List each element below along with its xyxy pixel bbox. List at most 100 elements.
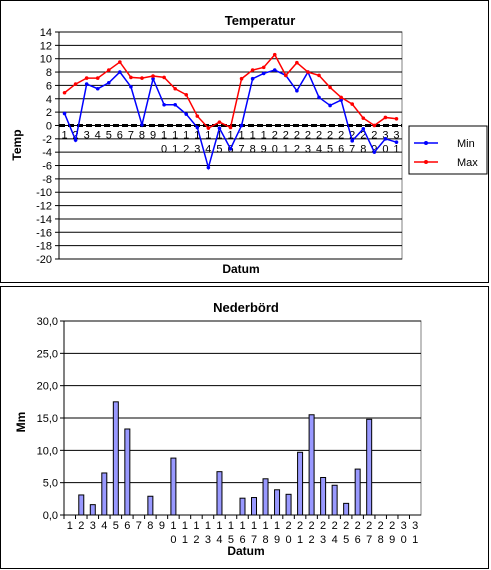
data-point-min	[383, 137, 388, 141]
x-tick-label: 1	[239, 129, 245, 141]
bar	[170, 457, 177, 516]
x-tick-label: 9	[371, 143, 377, 155]
data-point-min	[84, 82, 89, 86]
legend: Min Max	[408, 125, 488, 175]
x-tick-label: 2	[297, 520, 303, 532]
temperature-chart: Temperatur Temp Datum 14121086420-2-4-6-…	[10, 13, 488, 276]
x-tick-label: 1	[61, 129, 67, 141]
y-tick-label: 0	[46, 120, 52, 132]
x-tick-label: 2	[183, 143, 189, 155]
x-tick-label: 2	[286, 520, 292, 532]
x-tick-label: 2	[371, 129, 377, 141]
data-point-min	[95, 86, 100, 91]
x-tick-label: 2	[343, 520, 349, 532]
x-tick-label: 2	[316, 129, 322, 141]
x-tick-label: 2	[366, 520, 372, 532]
data-point-min	[151, 76, 155, 81]
y-axis-label: Temp	[10, 129, 24, 160]
legend-label-max: Max	[457, 157, 478, 169]
data-point-max	[328, 85, 332, 90]
x-tick-label: 4	[332, 534, 338, 546]
data-point-max	[62, 90, 67, 95]
data-point-min	[328, 103, 332, 108]
x-tick-label: 1	[283, 143, 289, 155]
x-tick-label: 3	[84, 129, 90, 141]
data-point-min	[195, 125, 200, 130]
data-point-min	[228, 147, 233, 151]
x-tick-label: 0	[401, 534, 407, 546]
x-tick-label: 1	[172, 143, 178, 155]
x-tick-label: 1	[194, 129, 200, 141]
x-tick-label: 1	[205, 520, 211, 532]
y-tick-label: 2	[46, 107, 52, 119]
data-point-min	[118, 70, 122, 74]
data-point-max	[73, 82, 78, 86]
bar	[274, 489, 281, 516]
x-tick-label: 2	[320, 520, 326, 532]
x-tick-label: 1	[161, 129, 167, 141]
x-tick-label: 7	[128, 129, 134, 141]
y-tick-label: 15,0	[37, 413, 58, 425]
data-point-min	[206, 165, 211, 170]
data-point-max	[361, 116, 366, 120]
x-tick-label: 3	[382, 129, 388, 141]
x-tick-label: 7	[239, 143, 245, 155]
x-tick-label: 1	[393, 143, 399, 155]
data-point-min	[250, 76, 255, 81]
y-tick-label: -14	[36, 214, 52, 226]
x-tick-label: 7	[366, 534, 372, 546]
data-point-max	[372, 123, 377, 128]
x-tick-label: 7	[136, 520, 142, 532]
x-tick-label: 1	[251, 520, 257, 532]
y-tick-label: 10	[40, 54, 52, 66]
data-point-min	[394, 140, 399, 144]
x-tick-label: 9	[159, 520, 165, 532]
x-tick-label: 0	[272, 143, 278, 155]
data-point-max	[228, 125, 233, 130]
x-tick-label: 5	[106, 129, 112, 141]
x-tick-label: 0	[382, 143, 388, 155]
data-point-max	[383, 115, 388, 120]
x-tick-label: 2	[309, 520, 315, 532]
data-point-max	[184, 92, 189, 97]
data-point-max	[129, 75, 133, 80]
x-tick-label: 8	[378, 534, 384, 546]
data-point-min	[184, 112, 189, 116]
data-point-min	[106, 80, 111, 85]
y-tick-label: 0,0	[43, 510, 58, 522]
bar	[343, 502, 350, 516]
x-tick-label: 2	[360, 129, 366, 141]
data-point-min	[62, 111, 67, 116]
bar	[320, 476, 327, 516]
precipitation-chart-panel: Nederbörd Mm Datum 30,0 25,0 20,0 15,0 10,0 5…	[0, 286, 489, 569]
x-tick-label: 3	[393, 129, 399, 141]
bar	[112, 401, 119, 516]
bar	[124, 428, 131, 516]
x-tick-label: 1	[205, 129, 211, 141]
bar	[89, 504, 96, 516]
x-tick-label: 5	[343, 534, 349, 546]
y-tick-label: -18	[36, 241, 52, 253]
x-tick-label: 1	[274, 520, 280, 532]
data-point-max	[206, 126, 211, 130]
bar	[297, 451, 304, 516]
legend-marker-min	[424, 141, 428, 145]
data-point-min	[162, 102, 166, 107]
data-point-min	[261, 71, 266, 76]
x-tick-label: 1	[170, 520, 176, 532]
y-tick-label: -10	[36, 187, 52, 199]
data-point-max	[106, 68, 111, 72]
bar	[331, 484, 338, 516]
y-axis-label: Mm	[14, 412, 28, 433]
bar	[285, 493, 292, 516]
y-tick-label: 14	[40, 27, 52, 39]
x-tick-label: 1	[261, 129, 267, 141]
x-tick-label: 3	[412, 520, 418, 532]
y-tick-label: 12	[40, 40, 52, 52]
y-tick-label: 8	[46, 67, 52, 79]
data-point-max	[272, 52, 277, 57]
data-point-max	[295, 60, 299, 65]
data-point-min	[239, 123, 244, 128]
bar	[262, 478, 269, 516]
x-tick-label: 2	[283, 129, 289, 141]
